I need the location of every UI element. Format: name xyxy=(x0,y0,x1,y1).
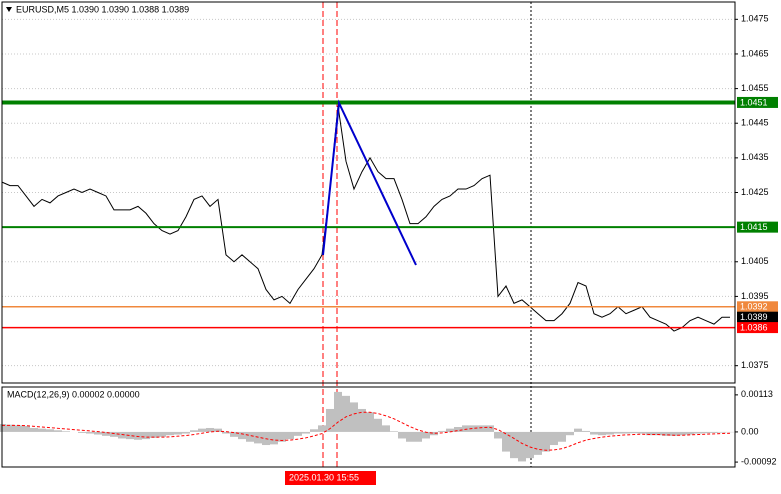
time-marker-label: 2025.01.30 15:55 xyxy=(289,472,359,482)
macd-bar xyxy=(142,432,150,439)
macd-bar xyxy=(582,431,590,432)
macd-bar xyxy=(62,431,70,432)
macd-bar xyxy=(710,432,718,433)
macd-bar xyxy=(342,396,350,432)
macd-bar xyxy=(494,432,502,439)
macd-bar xyxy=(166,432,174,435)
macd-bar xyxy=(238,432,246,439)
macd-bar xyxy=(686,432,694,435)
macd-bar xyxy=(118,432,126,439)
macd-bar xyxy=(310,429,318,432)
y-tick-label: 1.0425 xyxy=(741,187,769,197)
macd-bar xyxy=(406,432,414,442)
level-label: 1.0451 xyxy=(740,97,768,107)
y-tick-label: 0.00113 xyxy=(741,389,773,399)
macd-bar xyxy=(534,432,542,455)
level-label: 1.0389 xyxy=(740,312,768,322)
macd-bar xyxy=(438,431,446,432)
macd-bar xyxy=(542,432,550,452)
macd-bar xyxy=(598,432,606,435)
macd-bar xyxy=(350,402,358,432)
macd-bar xyxy=(174,432,182,435)
y-tick-label: 1.0475 xyxy=(741,14,769,24)
macd-bar xyxy=(158,432,166,437)
y-tick-label: 1.0465 xyxy=(741,48,769,58)
macd-bar xyxy=(46,429,54,432)
y-tick-label: 1.0375 xyxy=(741,360,769,370)
macd-bar xyxy=(510,432,518,458)
level-label: 1.0392 xyxy=(740,302,768,312)
chart-title: EURUSD,M5 1.0390 1.0390 1.0388 1.0389 xyxy=(16,4,189,14)
macd-bar xyxy=(590,432,598,435)
macd-bar xyxy=(702,432,710,433)
y-tick-label: 1.0405 xyxy=(741,256,769,266)
macd-bar xyxy=(518,432,526,462)
macd-bar xyxy=(22,426,30,432)
macd-bar xyxy=(486,425,494,432)
macd-bar xyxy=(558,432,566,442)
macd-bar xyxy=(718,432,726,433)
macd-bar xyxy=(270,432,278,444)
macd-bar xyxy=(14,425,22,432)
macd-bar xyxy=(86,432,94,434)
macd-bar xyxy=(334,392,342,432)
macd-bar xyxy=(502,432,510,452)
y-tick-label: 1.0435 xyxy=(741,152,769,162)
macd-bar xyxy=(198,429,206,432)
macd-bar xyxy=(550,432,558,445)
macd-bar xyxy=(606,432,614,435)
macd-bar xyxy=(398,432,406,439)
macd-bar xyxy=(246,432,254,442)
y-tick-label: 0.00 xyxy=(741,426,759,436)
macd-bar xyxy=(614,432,622,434)
y-tick-label: -0.00092 xyxy=(741,456,777,466)
y-tick-label: 1.0395 xyxy=(741,291,769,301)
macd-bar xyxy=(422,432,430,439)
macd-bar xyxy=(190,430,198,432)
macd-bar xyxy=(366,412,374,432)
macd-bar xyxy=(318,425,326,432)
macd-bar xyxy=(78,432,86,433)
macd-bar xyxy=(622,432,630,434)
macd-title: MACD(12,26,9) 0.00002 0.00000 xyxy=(7,389,140,399)
macd-bar xyxy=(462,425,470,432)
macd-bar xyxy=(566,432,574,435)
macd-bar xyxy=(54,430,62,432)
macd-bar xyxy=(526,432,534,458)
macd-bar xyxy=(94,432,102,435)
macd-bar xyxy=(390,431,398,432)
level-label: 1.0386 xyxy=(740,322,768,332)
macd-bar xyxy=(38,429,46,432)
macd-bar xyxy=(134,432,142,440)
macd-bar xyxy=(294,432,302,436)
y-tick-label: 1.0455 xyxy=(741,83,769,93)
macd-bar xyxy=(374,419,382,432)
macd-bar xyxy=(302,432,310,434)
macd-bar xyxy=(30,428,38,432)
macd-bar xyxy=(630,432,638,433)
macd-bar xyxy=(286,432,294,439)
macd-bar xyxy=(382,425,390,432)
macd-bar xyxy=(414,432,422,442)
level-label: 1.0415 xyxy=(740,222,768,232)
macd-bar xyxy=(574,429,582,432)
macd-bar xyxy=(638,432,646,434)
macd-bar xyxy=(478,425,486,432)
y-tick-label: 1.0445 xyxy=(741,118,769,128)
macd-bar xyxy=(694,432,702,434)
macd-bar xyxy=(182,432,190,434)
